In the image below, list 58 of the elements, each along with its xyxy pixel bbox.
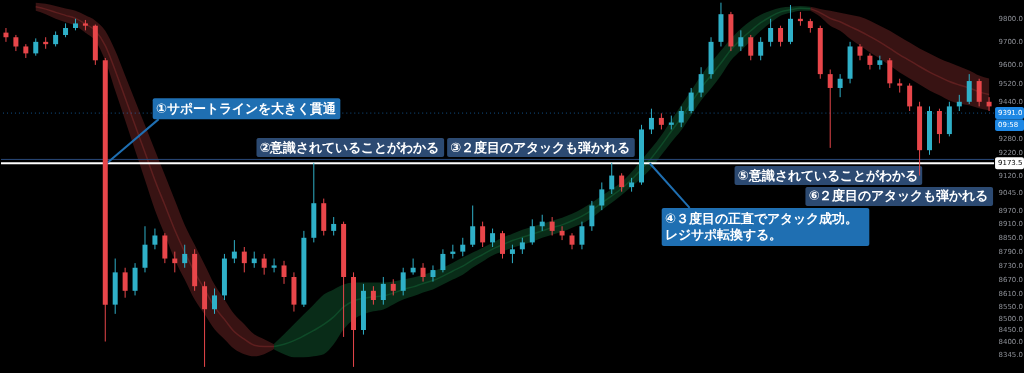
- candlestick: [966, 73, 972, 105]
- candlestick: [549, 216, 555, 236]
- candlestick: [440, 248, 446, 273]
- candlestick: [609, 162, 615, 195]
- candlestick: [490, 228, 496, 248]
- candlestick: [887, 57, 893, 89]
- candlestick: [460, 237, 466, 257]
- candlestick: [400, 267, 406, 296]
- annotation: ③２度目のアタックも弾かれる: [450, 139, 631, 155]
- candlestick: [241, 246, 247, 273]
- candlestick: [202, 281, 208, 368]
- annotation: ①サポートラインを大きく貫通: [155, 100, 337, 116]
- candlestick: [837, 73, 843, 98]
- candlestick: [132, 262, 138, 296]
- candlestick: [827, 69, 833, 149]
- annotation: ⑥２度目のアタックも弾かれる: [808, 188, 989, 204]
- candlestick: [281, 260, 287, 285]
- annotation: ②意識されていることがわかる: [259, 139, 440, 155]
- candlestick: [748, 34, 754, 61]
- candlestick: [936, 108, 942, 144]
- candlestick: [380, 276, 386, 306]
- candlestick: [142, 225, 148, 273]
- candlestick: [976, 78, 982, 107]
- candlestick: [480, 221, 486, 248]
- candlestick: [787, 4, 793, 45]
- candlestick: [152, 228, 158, 250]
- candlestick: [579, 221, 585, 250]
- candlestick: [212, 288, 217, 315]
- candlestick: [599, 181, 605, 211]
- candlestick: [331, 216, 337, 236]
- candlestick: [162, 232, 168, 264]
- candlestick: [370, 285, 376, 306]
- candlestick: [619, 172, 625, 193]
- candlestick: [758, 36, 764, 61]
- candlestick: [589, 200, 595, 232]
- candlestick: [500, 230, 505, 260]
- candlestick: [738, 29, 744, 52]
- annotation: ④３度目の正直でアタック成功。レジサポ転換する。: [664, 210, 858, 242]
- candlestick: [867, 52, 873, 71]
- candlestick: [907, 82, 913, 112]
- candlestick: [122, 267, 128, 299]
- candlestick: [768, 18, 774, 47]
- candlestick: [271, 258, 277, 273]
- candlestick: [778, 25, 784, 47]
- annotation: ⑤意識されていることがわかる: [737, 167, 918, 183]
- candlestick: [420, 262, 426, 283]
- candlestick: [261, 253, 267, 276]
- candlestick: [231, 239, 237, 264]
- candlestick: [509, 244, 515, 264]
- candlestick: [182, 244, 188, 269]
- candlestick: [648, 108, 654, 135]
- candlestick: [529, 218, 535, 246]
- candlestick: [688, 87, 694, 114]
- candlestick: [430, 264, 436, 283]
- candlestick: [470, 205, 476, 248]
- candlestick: [877, 55, 883, 71]
- candlestick: [698, 66, 704, 98]
- candlestick: [678, 105, 684, 128]
